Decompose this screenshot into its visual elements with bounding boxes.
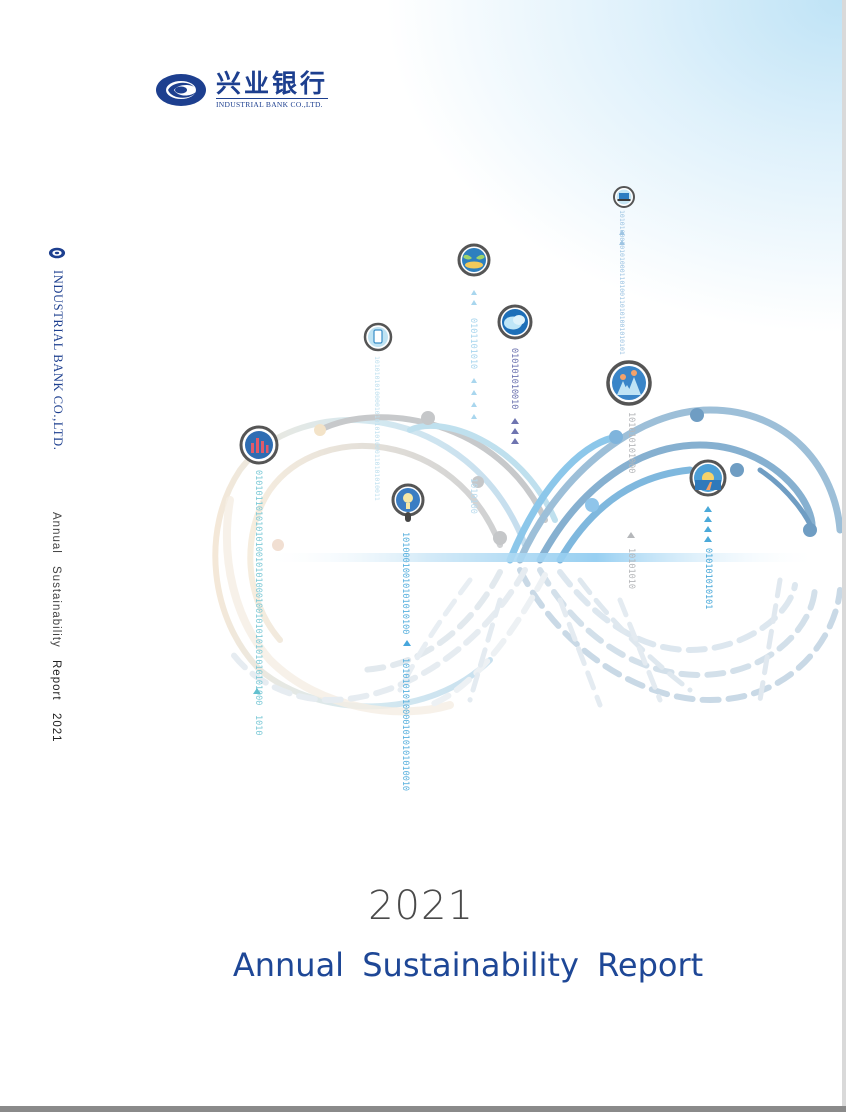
binary-column: 1010100 — [468, 478, 478, 514]
right-loop — [506, 406, 842, 564]
binary-column: 0101011010101010010101000100101010101010… — [253, 470, 263, 705]
binary-column: 10101010100001010101010010 — [400, 658, 410, 791]
laptop-icon — [613, 186, 635, 208]
spine: INDUSTRIAL BANK CO.,LTD. Annual Sustaina… — [48, 246, 68, 742]
spine-report-title: Annual Sustainability Report 2021 — [50, 512, 62, 750]
left-loop — [212, 411, 558, 716]
page-edge-right — [842, 0, 846, 1112]
bar-chart-icon — [239, 425, 279, 465]
bank-logo: 兴业银行 INDUSTRIAL BANK CO.,LTD. — [154, 69, 329, 110]
spine-bank-name: INDUSTRIAL BANK CO.,LTD. — [51, 270, 65, 451]
spine-word: Annual — [50, 512, 62, 554]
smartphone-icon — [363, 322, 393, 352]
binary-column: 101010101000 — [626, 412, 636, 473]
sunrise-road-icon — [689, 459, 727, 497]
binary-column: 010101010101 — [703, 548, 713, 609]
spine-word: Sustainability — [50, 566, 62, 648]
page-edge-bottom — [0, 1106, 846, 1112]
spine-logo-icon — [48, 247, 66, 259]
binary-column: 10100010010101010100 — [400, 532, 410, 634]
report-year: 2021 — [368, 883, 474, 929]
lightbulb-icon — [391, 483, 425, 522]
horizon-beam — [260, 553, 820, 562]
bank-name-chinese: 兴业银行 — [216, 69, 329, 98]
report-title: Annual Sustainability Report — [232, 946, 704, 984]
binary-column: 1010101010000101010101000110101010011 — [373, 356, 381, 501]
binary-column: 010101010010 — [509, 348, 519, 409]
cloud-icon — [497, 304, 533, 340]
dashed-reflection — [227, 567, 842, 708]
binary-column: 10101010 — [626, 548, 636, 589]
sprout-coin-icon — [457, 243, 491, 277]
binary-column: 0101101010 — [468, 318, 478, 369]
sky-gradient — [322, 0, 842, 380]
bank-name-english: INDUSTRIAL BANK CO.,LTD. — [216, 98, 329, 109]
bank-logo-icon — [156, 74, 206, 106]
binary-column: 1010 — [253, 715, 263, 735]
triangle-markers — [253, 230, 712, 694]
spine-word: 2021 — [50, 712, 62, 743]
forest-icon — [606, 360, 652, 406]
binary-column: 1010100010101000110100110101001010101 — [618, 210, 626, 355]
spine-word: Report — [50, 659, 62, 701]
